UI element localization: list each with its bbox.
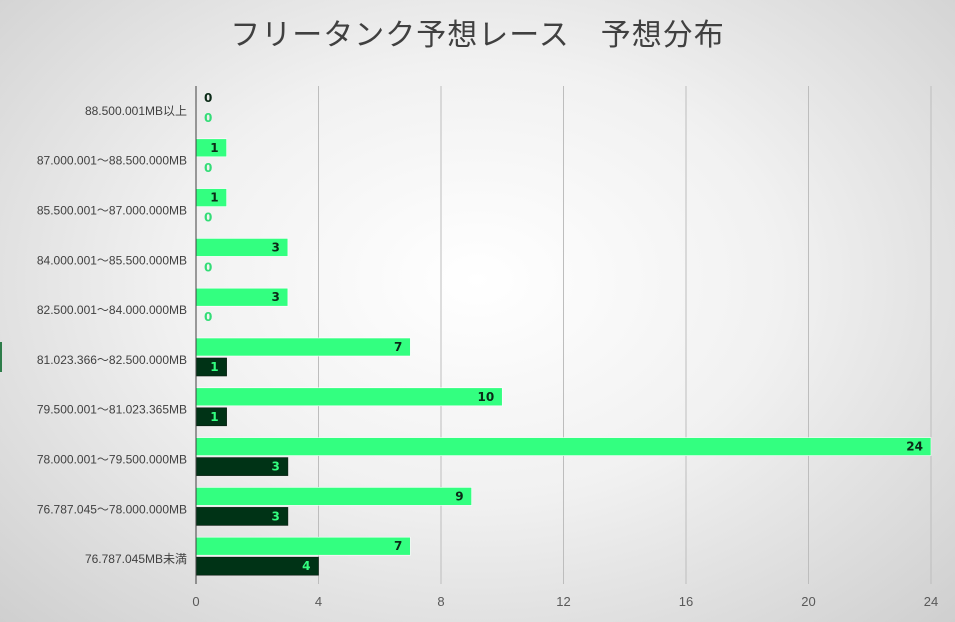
bar xyxy=(195,556,319,576)
category-label: 78.000.001～79.500.000MB xyxy=(37,453,187,467)
data-label: 0 xyxy=(204,260,212,274)
data-label: 3 xyxy=(272,290,280,304)
data-label: 10 xyxy=(478,390,495,404)
data-label: 0 xyxy=(204,211,212,225)
data-label: 3 xyxy=(272,509,280,523)
data-label: 0 xyxy=(204,161,212,175)
category-labels: 88.500.001MB以上 87.000.001～88.500.000MB 85.… xyxy=(37,104,187,566)
category-label: 76.787.045MB未満 xyxy=(85,552,187,566)
data-label: 7 xyxy=(394,340,402,354)
data-label: 3 xyxy=(272,240,280,254)
category-label: 85.500.001～87.000.000MB xyxy=(37,204,187,218)
data-label: 1 xyxy=(210,410,218,424)
data-label: 7 xyxy=(394,539,402,553)
chart-title: フリータンク予想レース 予想分布 xyxy=(230,18,725,53)
grid-lines xyxy=(318,86,932,584)
data-label: 1 xyxy=(210,360,218,374)
x-axis-tick-labels: 0 4 8 12 16 20 24 xyxy=(192,594,938,609)
category-label: 81.023.366～82.500.000MB xyxy=(37,353,187,367)
x-tick-label: 24 xyxy=(924,594,938,609)
data-label: 0 xyxy=(204,111,212,125)
data-label: 9 xyxy=(455,489,463,503)
x-tick-label: 20 xyxy=(801,594,815,609)
data-label: 3 xyxy=(272,460,280,474)
x-tick-label: 12 xyxy=(556,594,570,609)
data-label: 1 xyxy=(210,141,218,155)
bar xyxy=(195,536,411,556)
x-tick-label: 4 xyxy=(315,594,322,609)
bar xyxy=(195,387,503,407)
category-label: 84.000.001～85.500.000MB xyxy=(37,253,187,267)
x-tick-label: 16 xyxy=(679,594,693,609)
x-tick-label: 0 xyxy=(192,594,199,609)
category-label: 82.500.001～84.000.000MB xyxy=(37,303,187,317)
bar xyxy=(195,487,472,506)
data-label: 0 xyxy=(204,310,212,324)
data-label: 1 xyxy=(210,191,218,205)
category-label: 88.500.001MB以上 xyxy=(85,104,187,118)
x-tick-label: 8 xyxy=(437,594,444,609)
bar xyxy=(195,337,411,357)
data-label: 4 xyxy=(302,559,310,573)
bar xyxy=(195,437,932,456)
category-label: 76.787.045～78.000.000MB xyxy=(37,502,187,516)
data-label: 24 xyxy=(906,440,923,454)
category-label: 87.000.001～88.500.000MB xyxy=(37,154,187,168)
data-label: 0 xyxy=(204,91,212,105)
category-label: 79.500.001～81.023.365MB xyxy=(37,403,187,417)
